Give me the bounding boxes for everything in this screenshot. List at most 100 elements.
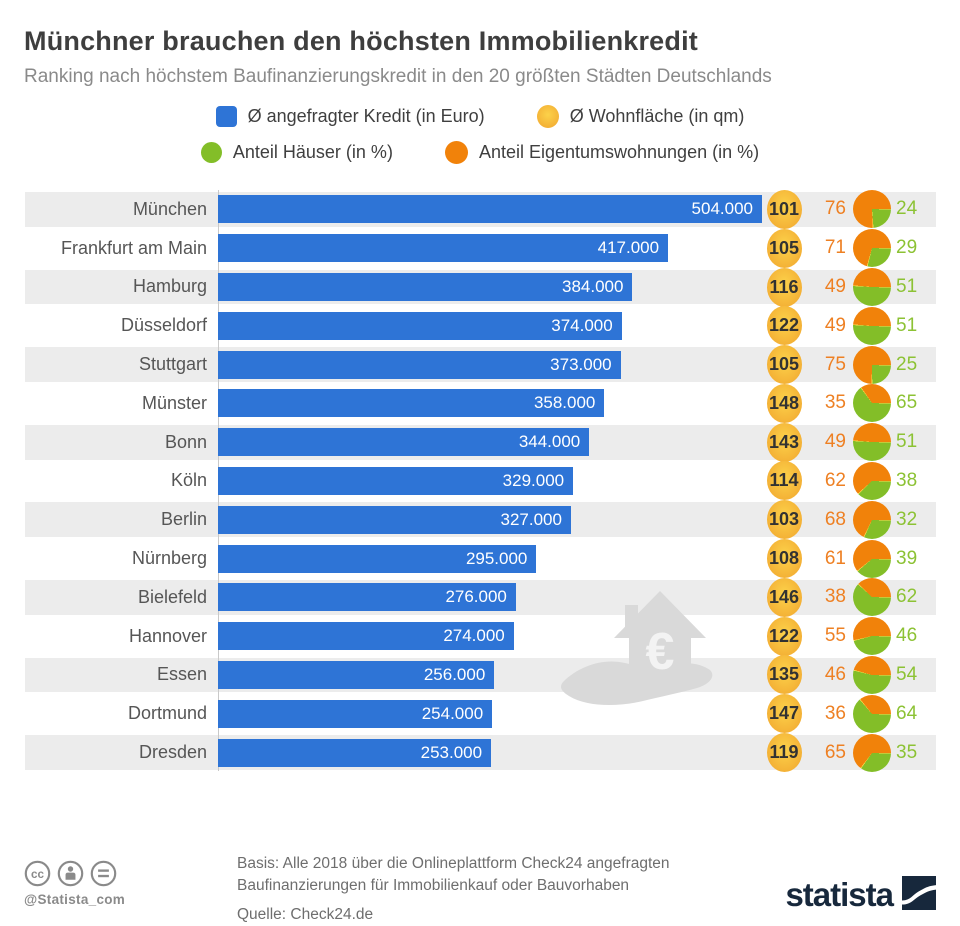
city-label: Bielefeld bbox=[137, 586, 207, 607]
blue-square-swatch-icon bbox=[215, 106, 237, 127]
bar-zone: 384.000 bbox=[218, 272, 762, 301]
haeuser-percent: 25 bbox=[896, 353, 918, 375]
city-label: Dortmund bbox=[127, 703, 207, 724]
haeuser-percent: 29 bbox=[896, 237, 918, 259]
page-subtitle: Ranking nach höchstem Baufinanzierungskr… bbox=[24, 66, 772, 87]
wohnflaeche-badge: 105 bbox=[762, 345, 806, 385]
city-label: Essen bbox=[156, 664, 207, 685]
haeuser-percent: 46 bbox=[896, 625, 918, 647]
haeuser-percent: 51 bbox=[896, 314, 918, 336]
table-row: Nürnberg 295.000 108 61 39 bbox=[25, 539, 936, 579]
source-line: Quelle: Check24.de bbox=[237, 906, 374, 923]
legend-label: Ø angefragter Kredit (in Euro) bbox=[247, 106, 485, 126]
basis-note: Basis: Alle 2018 über die Onlineplattfor… bbox=[237, 855, 670, 894]
credit-bar: 384.000 bbox=[218, 272, 633, 301]
haeuser-percent: 35 bbox=[896, 741, 918, 763]
eigentumswohnungen-percent: 76 bbox=[824, 198, 846, 220]
haeuser-wohnungen-pie-icon bbox=[853, 229, 891, 268]
city-label: Bonn bbox=[164, 431, 207, 452]
haeuser-percent: 64 bbox=[896, 702, 918, 724]
haeuser-wohnungen-pie-icon bbox=[853, 694, 891, 733]
eigentumswohnungen-percent: 65 bbox=[824, 741, 846, 763]
wohnflaeche-badge: 119 bbox=[762, 733, 806, 773]
bar-zone: 274.000 bbox=[218, 622, 762, 651]
legend-label: Ø Wohnfläche (in qm) bbox=[569, 106, 745, 126]
wohnflaeche-badge: 122 bbox=[762, 306, 806, 346]
legend-label: Anteil Häuser (in %) bbox=[232, 142, 393, 162]
credit-value-label: 358.000 bbox=[533, 393, 596, 413]
credit-bar: 504.000 bbox=[218, 195, 762, 224]
wohnflaeche-badge: 108 bbox=[762, 539, 806, 579]
bar-zone: 295.000 bbox=[218, 544, 762, 573]
city-label: Nürnberg bbox=[131, 548, 207, 569]
credit-value-label: 504.000 bbox=[691, 199, 753, 219]
wohnflaeche-badge: 146 bbox=[762, 577, 806, 617]
table-row: Bielefeld 276.000 146 38 62 bbox=[25, 577, 936, 617]
legend-row-1: Ø angefragter Kredit (in Euro) Ø Wohnflä… bbox=[215, 105, 745, 128]
haeuser-wohnungen-pie-icon bbox=[853, 190, 891, 229]
city-label: Hannover bbox=[128, 625, 207, 646]
wohnflaeche-value: 108 bbox=[766, 539, 802, 579]
wohnflaeche-value: 122 bbox=[766, 616, 802, 656]
table-row: Hannover 274.000 122 55 46 bbox=[25, 616, 936, 656]
hand-holding-house-euro-watermark-icon: € bbox=[561, 591, 713, 706]
haeuser-wohnungen-pie-icon bbox=[853, 578, 891, 617]
eigentumswohnungen-percent: 49 bbox=[824, 431, 846, 453]
wohnflaeche-value: 122 bbox=[766, 306, 802, 346]
city-label: Köln bbox=[170, 470, 207, 491]
haeuser-wohnungen-pie-icon bbox=[853, 345, 891, 384]
eigentumswohnungen-percent: 71 bbox=[824, 237, 846, 259]
wohnflaeche-badge: 101 bbox=[762, 189, 806, 229]
credit-bar: 358.000 bbox=[218, 389, 605, 418]
credit-bar: 374.000 bbox=[218, 311, 622, 340]
bar-zone: 417.000 bbox=[218, 234, 762, 263]
wohnflaeche-badge: 114 bbox=[762, 461, 806, 501]
eigentumswohnungen-percent: 46 bbox=[824, 663, 846, 685]
legend-item-eigentumswohnungen: Anteil Eigentumswohnungen (in %) bbox=[444, 141, 759, 164]
haeuser-wohnungen-pie-icon bbox=[853, 461, 891, 500]
table-row: Essen 256.000 135 46 54 bbox=[25, 655, 936, 695]
bar-zone: 358.000 bbox=[218, 389, 762, 418]
wohnflaeche-value: 119 bbox=[766, 733, 802, 773]
wohnflaeche-value: 143 bbox=[766, 422, 802, 462]
eigentumswohnungen-percent: 61 bbox=[824, 547, 846, 569]
infographic: Münchner brauchen den höchsten Immobilie… bbox=[0, 26, 960, 923]
wohnflaeche-value: 146 bbox=[766, 577, 802, 617]
yellow-circle-swatch-icon bbox=[536, 105, 559, 128]
table-row: Düsseldorf 374.000 122 49 51 bbox=[25, 306, 936, 346]
haeuser-percent: 32 bbox=[896, 508, 918, 530]
credit-value-label: 254.000 bbox=[421, 703, 484, 723]
statista-logo[interactable]: statista bbox=[785, 876, 936, 911]
wohnflaeche-badge: 103 bbox=[762, 500, 806, 540]
haeuser-percent: 51 bbox=[896, 431, 918, 453]
credit-bar: 327.000 bbox=[218, 505, 571, 534]
legend-row-2: Anteil Häuser (in %) Anteil Eigentumswoh… bbox=[200, 141, 759, 164]
bar-zone: 327.000 bbox=[218, 505, 762, 534]
chart-rows: € München 504.000 101 76 24 Frankfurt am Main… bbox=[25, 189, 936, 773]
no-derivatives-equals-icon bbox=[90, 860, 117, 887]
footer: cc @Statista_com Basis: Alle 2018 über d… bbox=[24, 846, 936, 926]
legend: Ø angefragter Kredit (in Euro) Ø Wohnflä… bbox=[0, 105, 960, 164]
credit-value-label: 344.000 bbox=[518, 432, 581, 452]
credit-bar: 276.000 bbox=[218, 583, 516, 612]
legend-item-kredit: Ø angefragter Kredit (in Euro) bbox=[215, 105, 485, 128]
wohnflaeche-value: 105 bbox=[766, 345, 802, 385]
bar-zone: 329.000 bbox=[218, 466, 762, 495]
statista-swoosh-icon bbox=[902, 876, 936, 910]
credit-bar: 254.000 bbox=[218, 699, 493, 728]
table-row: Frankfurt am Main 417.000 105 71 29 bbox=[25, 228, 936, 268]
eigentumswohnungen-percent: 36 bbox=[824, 702, 846, 724]
haeuser-wohnungen-pie-icon bbox=[853, 306, 891, 345]
wohnflaeche-badge: 122 bbox=[762, 616, 806, 656]
credit-bar: 329.000 bbox=[218, 466, 574, 495]
city-label: München bbox=[132, 198, 207, 219]
table-row: Hamburg 384.000 116 49 51 bbox=[25, 267, 936, 307]
eigentumswohnungen-percent: 49 bbox=[824, 314, 846, 336]
legend-item-wohnflaeche: Ø Wohnfläche (in qm) bbox=[536, 105, 745, 128]
wohnflaeche-badge: 116 bbox=[762, 267, 806, 307]
haeuser-percent: 51 bbox=[896, 275, 918, 297]
credit-value-label: 295.000 bbox=[465, 548, 528, 568]
credit-bar: 344.000 bbox=[218, 428, 590, 457]
wohnflaeche-badge: 105 bbox=[762, 228, 806, 268]
table-row: Köln 329.000 114 62 38 bbox=[25, 461, 936, 501]
